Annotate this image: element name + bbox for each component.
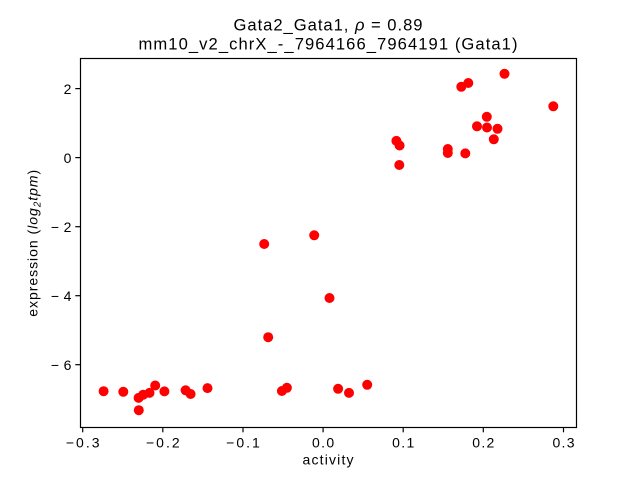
svg-text:−0.3: −0.3: [66, 434, 100, 450]
svg-text:activity: activity: [303, 452, 354, 468]
svg-text:0.3: 0.3: [552, 434, 574, 450]
svg-text:0: 0: [64, 150, 72, 166]
svg-text:−0.2: −0.2: [146, 434, 180, 450]
svg-text:2: 2: [64, 81, 72, 97]
svg-text:mm10_v2_chrX_-_7964166_7964191: mm10_v2_chrX_-_7964166_7964191 (Gata1): [139, 35, 518, 54]
svg-text:0.1: 0.1: [392, 434, 414, 450]
svg-text:−0.1: −0.1: [226, 434, 260, 450]
svg-text:0.2: 0.2: [472, 434, 494, 450]
svg-text:Gata2_Gata1, ρ = 0.89: Gata2_Gata1, ρ = 0.89: [234, 16, 423, 35]
svg-text:0.0: 0.0: [312, 434, 334, 450]
